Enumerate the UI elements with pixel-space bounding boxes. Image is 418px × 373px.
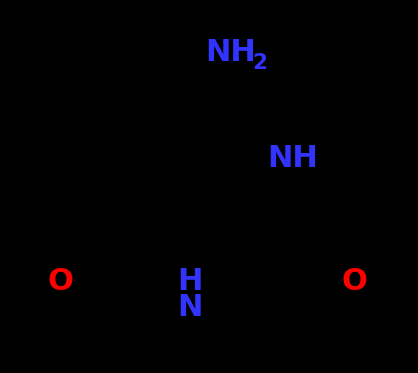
Text: 2: 2: [252, 53, 267, 73]
Text: O: O: [342, 267, 367, 296]
Text: N: N: [177, 293, 203, 322]
Text: O: O: [48, 267, 74, 296]
Text: NH: NH: [267, 144, 318, 173]
Text: NH: NH: [205, 38, 256, 67]
Text: H: H: [177, 267, 203, 296]
